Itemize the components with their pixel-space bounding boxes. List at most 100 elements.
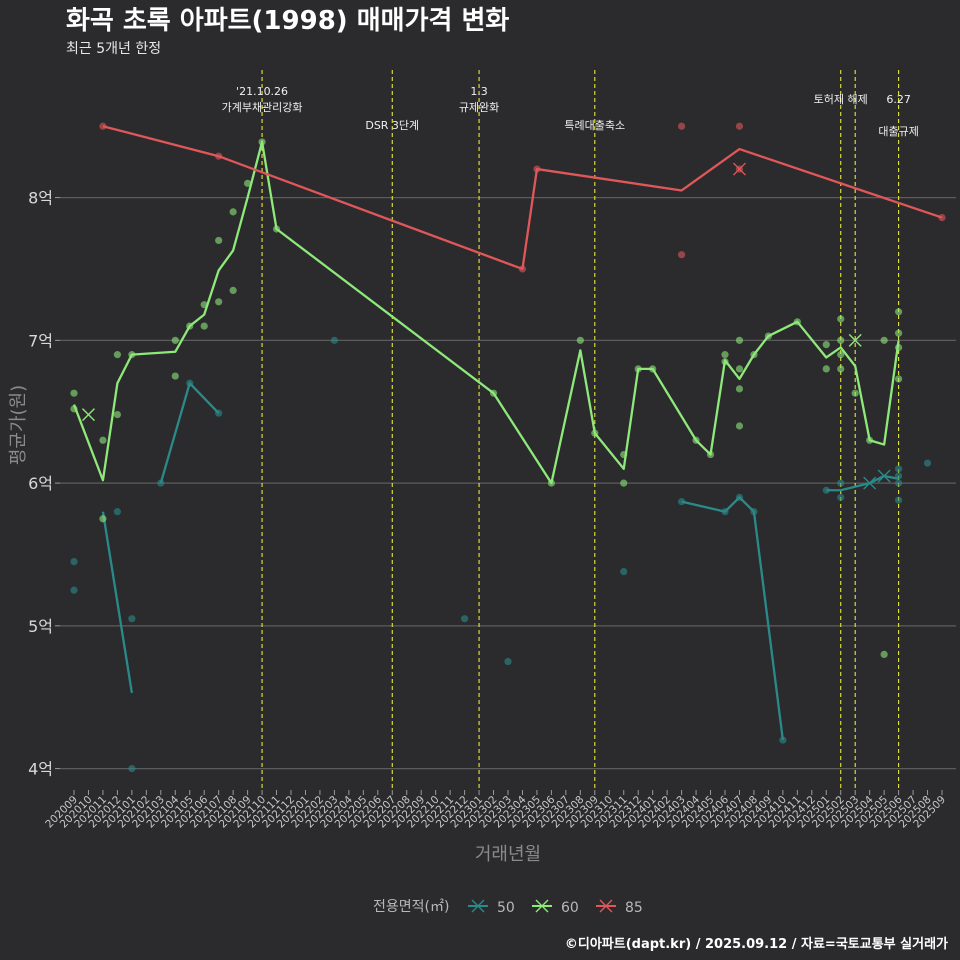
series-50 — [70, 336, 932, 773]
data-point — [895, 375, 903, 383]
data-point — [620, 568, 628, 576]
legend-label: 60 — [561, 900, 579, 916]
y-axis-label: 평균가(원) — [8, 385, 29, 465]
data-point — [678, 251, 686, 259]
chart-title: 화곡 초록 아파트(1998) 매매가격 변화 — [66, 6, 509, 36]
legend-item-85: 85 — [596, 899, 643, 916]
chart-subtitle: 최근 5개년 한정 — [66, 41, 161, 57]
legend-swatch-cross — [471, 899, 485, 913]
data-point — [851, 389, 859, 397]
legend: 전용면적(㎡) 50 60 85 — [373, 899, 643, 916]
data-point — [837, 351, 845, 359]
series-layer — [70, 122, 946, 773]
event-label: 1.3 — [470, 85, 488, 98]
data-point — [895, 496, 903, 504]
x-axis-label: 거래년월 — [475, 844, 541, 865]
data-point — [113, 508, 121, 516]
data-point — [895, 329, 903, 337]
event-label: '21.10.26 — [236, 85, 288, 98]
data-point — [735, 336, 744, 344]
data-point — [171, 336, 179, 344]
y-tick-label: 8억 — [28, 189, 53, 208]
cross-marker — [732, 162, 746, 176]
series-line — [681, 496, 785, 741]
data-point — [99, 436, 107, 444]
legend-item-50: 50 — [468, 899, 515, 916]
data-point — [735, 122, 744, 130]
y-tick-label: 4억 — [28, 760, 53, 779]
y-tick-label: 6억 — [28, 474, 53, 493]
data-point — [128, 764, 136, 773]
data-point — [880, 650, 888, 658]
data-point — [461, 615, 469, 623]
legend-item-60: 60 — [532, 899, 579, 916]
data-point — [837, 493, 845, 501]
data-point — [99, 515, 107, 523]
cross-marker — [877, 469, 891, 483]
data-point — [735, 422, 744, 430]
data-point — [880, 336, 888, 344]
data-point — [721, 351, 729, 359]
data-point — [70, 389, 78, 397]
data-point — [229, 286, 237, 294]
data-point — [330, 336, 338, 344]
data-point — [895, 465, 903, 473]
legend-title: 전용면적(㎡) — [373, 899, 449, 915]
y-tick-label: 5억 — [28, 617, 53, 636]
data-point — [779, 736, 787, 744]
event-label: 가계부채관리강화 — [222, 101, 303, 114]
cross-marker — [81, 408, 95, 422]
data-point — [678, 122, 686, 130]
data-point — [895, 308, 903, 316]
data-point — [157, 479, 165, 487]
data-point — [837, 336, 845, 344]
event-label: 토허제 해제 — [814, 92, 868, 106]
event-label: 특례대출축소 — [564, 119, 625, 132]
data-point — [837, 479, 845, 487]
series-85 — [99, 122, 946, 273]
data-point — [735, 385, 744, 393]
legend-swatch-cross — [535, 899, 549, 913]
data-point — [837, 365, 845, 373]
data-point — [244, 179, 252, 187]
data-point — [215, 298, 223, 306]
series-60 — [70, 138, 903, 658]
data-point — [837, 315, 845, 323]
cross-marker — [863, 476, 877, 490]
event-label: 규제완화 — [459, 101, 499, 114]
data-point — [70, 586, 78, 594]
data-point — [70, 558, 78, 566]
cross-marker — [848, 333, 862, 347]
data-point — [504, 657, 512, 666]
data-point — [895, 479, 903, 487]
grid — [55, 197, 956, 795]
event-label: 6.27 — [886, 93, 911, 106]
data-point — [576, 336, 584, 344]
data-point — [822, 341, 830, 349]
legend-label: 85 — [625, 900, 643, 916]
data-point — [113, 410, 121, 419]
data-point — [113, 351, 121, 359]
data-point — [171, 372, 179, 380]
data-point — [200, 322, 208, 330]
series-line — [72, 140, 900, 485]
event-label: 대출규제 — [878, 125, 918, 138]
data-point — [620, 479, 628, 487]
data-point — [923, 459, 932, 467]
legend-label: 50 — [497, 900, 515, 916]
data-point — [128, 615, 136, 623]
data-point — [822, 365, 830, 373]
data-point — [735, 365, 744, 373]
series-line — [159, 382, 220, 484]
series-line — [101, 511, 134, 694]
y-tick-label: 7억 — [28, 331, 53, 350]
data-point — [215, 236, 223, 245]
series-line — [102, 125, 943, 271]
event-label: DSR 3단계 — [365, 119, 419, 132]
x-tick-labels: 2020092020102020112020122021012021022021… — [43, 793, 948, 830]
y-tick-labels: 4억 5억 6억 7억 8억 — [28, 189, 53, 779]
data-point — [229, 208, 237, 216]
chart-caption: ©디아파트(dapt.kr) / 2025.09.12 / 자료=국토교통부 실… — [565, 936, 948, 952]
